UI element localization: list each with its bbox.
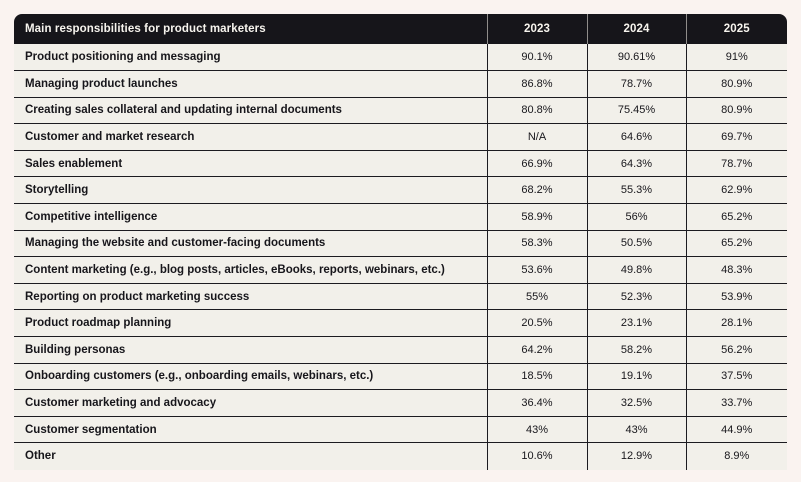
table-row: Managing the website and customer-facing…: [14, 230, 787, 258]
value-cell: 56.2%: [685, 336, 787, 364]
value-cell: 64.2%: [486, 336, 587, 364]
responsibility-label: Onboarding customers (e.g., onboarding e…: [14, 363, 487, 391]
table-row: Customer segmentation 43% 43% 44.9%: [14, 416, 787, 444]
value-cell: 50.5%: [586, 230, 686, 258]
value-cell: 64.6%: [586, 123, 686, 151]
value-cell: 58.3%: [486, 230, 587, 258]
responsibility-label: Content marketing (e.g., blog posts, art…: [14, 256, 487, 284]
responsibility-label: Sales enablement: [14, 150, 487, 178]
value-cell: 10.6%: [486, 442, 587, 470]
value-cell: 48.3%: [685, 256, 787, 284]
responsibility-label: Competitive intelligence: [14, 203, 487, 231]
table-body: Product positioning and messaging 90.1% 90…: [14, 44, 787, 470]
responsibility-label: Building personas: [14, 336, 487, 364]
responsibility-label: Managing the website and customer-facing…: [14, 230, 487, 258]
responsibility-label: Managing product launches: [14, 70, 487, 98]
value-cell: 58.9%: [486, 203, 587, 231]
value-cell: 32.5%: [586, 389, 686, 417]
header-title: Main responsibilities for product market…: [14, 14, 487, 44]
table-row: Onboarding customers (e.g., onboarding e…: [14, 363, 787, 391]
value-cell: 86.8%: [486, 70, 587, 98]
responsibility-label: Creating sales collateral and updating i…: [14, 97, 487, 125]
value-cell: 58.2%: [586, 336, 686, 364]
table-row: Storytelling 68.2% 55.3% 62.9%: [14, 176, 787, 205]
table-row: Competitive intelligence 58.9% 56% 65.2%: [14, 203, 787, 231]
responsibility-label: Customer and market research: [14, 123, 487, 151]
value-cell: 20.5%: [486, 309, 587, 338]
value-cell: N/A: [486, 123, 587, 151]
table-row: Content marketing (e.g., blog posts, art…: [14, 256, 787, 284]
value-cell: 43%: [586, 416, 686, 444]
responsibility-label: Product positioning and messaging: [14, 44, 487, 72]
value-cell: 53.6%: [486, 256, 587, 284]
value-cell: 18.5%: [486, 363, 587, 391]
table-row: Customer marketing and advocacy 36.4% 32.5…: [14, 389, 787, 417]
table-row: Customer and market research N/A 64.6% 69.7…: [14, 123, 787, 151]
value-cell: 23.1%: [586, 309, 686, 338]
value-cell: 49.8%: [586, 256, 686, 284]
value-cell: 55%: [486, 283, 587, 311]
value-cell: 90.1%: [486, 44, 587, 72]
table-row: Product positioning and messaging 90.1% 90…: [14, 44, 787, 72]
value-cell: 55.3%: [586, 176, 686, 205]
value-cell: 78.7%: [685, 150, 787, 178]
value-cell: 91%: [685, 44, 787, 72]
value-cell: 68.2%: [486, 176, 587, 205]
value-cell: 65.2%: [685, 230, 787, 258]
table-row: Managing product launches 86.8% 78.7% 80.9%: [14, 70, 787, 98]
responsibility-label: Product roadmap planning: [14, 309, 487, 338]
value-cell: 8.9%: [685, 442, 787, 470]
value-cell: 12.9%: [586, 442, 686, 470]
value-cell: 37.5%: [685, 363, 787, 391]
table-row: Creating sales collateral and updating i…: [14, 97, 787, 125]
value-cell: 36.4%: [486, 389, 587, 417]
responsibility-label: Other: [14, 442, 487, 470]
value-cell: 28.1%: [685, 309, 787, 338]
value-cell: 80.9%: [685, 97, 787, 125]
table-row: Building personas 64.2% 58.2% 56.2%: [14, 336, 787, 364]
table-row: Reporting on product marketing success 55…: [14, 283, 787, 311]
value-cell: 19.1%: [586, 363, 686, 391]
value-cell: 69.7%: [685, 123, 787, 151]
responsibility-label: Customer segmentation: [14, 416, 487, 444]
value-cell: 56%: [586, 203, 686, 231]
table-row: Product roadmap planning 20.5% 23.1% 28.1%: [14, 309, 787, 338]
value-cell: 52.3%: [586, 283, 686, 311]
table-header: Main responsibilities for product market…: [14, 14, 787, 44]
value-cell: 44.9%: [685, 416, 787, 444]
value-cell: 43%: [486, 416, 587, 444]
value-cell: 33.7%: [685, 389, 787, 417]
value-cell: 53.9%: [685, 283, 787, 311]
responsibility-label: Customer marketing and advocacy: [14, 389, 487, 417]
value-cell: 78.7%: [586, 70, 686, 98]
responsibility-label: Storytelling: [14, 176, 487, 205]
value-cell: 64.3%: [586, 150, 686, 178]
table-row: Sales enablement 66.9% 64.3% 78.7%: [14, 150, 787, 178]
table-row: Other 10.6% 12.9% 8.9%: [14, 442, 787, 470]
responsibilities-table: Main responsibilities for product market…: [14, 14, 787, 470]
header-year-2023: 2023: [486, 14, 587, 44]
value-cell: 65.2%: [685, 203, 787, 231]
value-cell: 62.9%: [685, 176, 787, 205]
value-cell: 80.8%: [486, 97, 587, 125]
value-cell: 66.9%: [486, 150, 587, 178]
value-cell: 80.9%: [685, 70, 787, 98]
responsibility-label: Reporting on product marketing success: [14, 283, 487, 311]
header-year-2024: 2024: [586, 14, 686, 44]
value-cell: 75.45%: [586, 97, 686, 125]
value-cell: 90.61%: [586, 44, 686, 72]
header-row: Main responsibilities for product market…: [14, 14, 787, 44]
page: Main responsibilities for product market…: [14, 14, 787, 470]
header-year-2025: 2025: [685, 14, 787, 44]
